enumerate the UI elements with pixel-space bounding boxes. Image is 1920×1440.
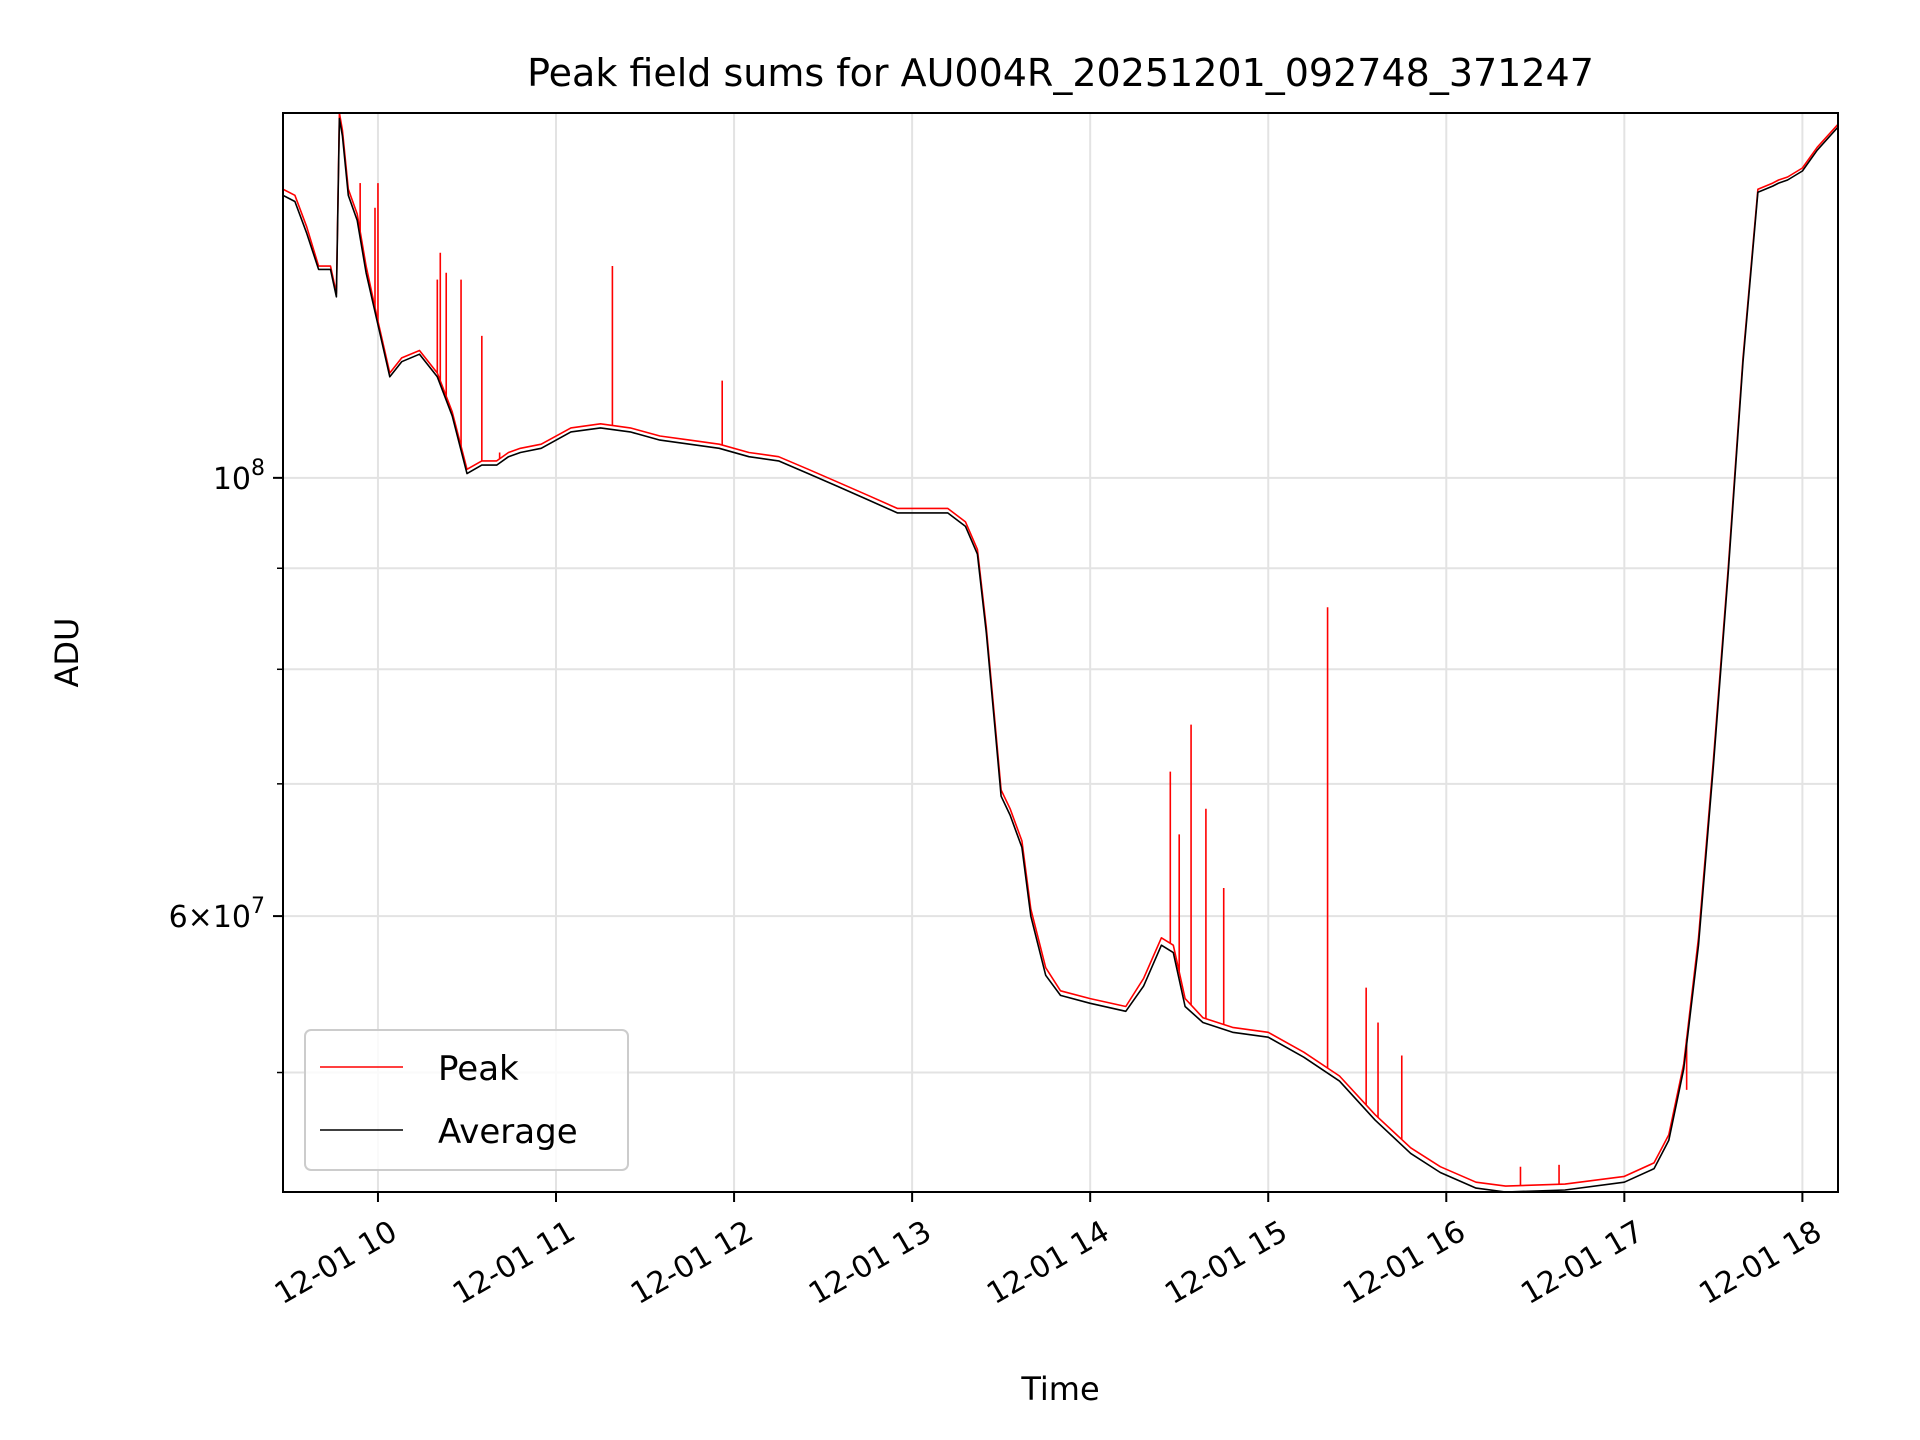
legend-label-peak: Peak: [438, 1049, 519, 1089]
y-tick-mantissa: 6: [169, 900, 188, 935]
y-tick-exponent: 8: [251, 456, 265, 481]
x-axis-label: Time: [1020, 1370, 1099, 1408]
chart-title: Peak field sums for AU004R_20251201_0927…: [527, 51, 1594, 95]
y-tick-base: 10: [213, 462, 251, 497]
y-tick-exponent: 7: [251, 894, 265, 919]
y-tick-times: ×: [188, 900, 213, 935]
legend-box: [304, 1029, 629, 1171]
series-line-average: [283, 117, 1838, 1192]
legend: Peak Average: [304, 1029, 629, 1171]
y-tick-label: 6×107: [169, 894, 265, 935]
plot-frame: [282, 112, 1839, 1193]
y-tick-base: 10: [213, 900, 251, 935]
grid: [283, 113, 1838, 1192]
y-tick-label: 108: [213, 456, 265, 497]
legend-label-average: Average: [438, 1112, 578, 1152]
plot-series-group: [283, 113, 1838, 1192]
y-axis-label: ADU: [48, 618, 86, 688]
